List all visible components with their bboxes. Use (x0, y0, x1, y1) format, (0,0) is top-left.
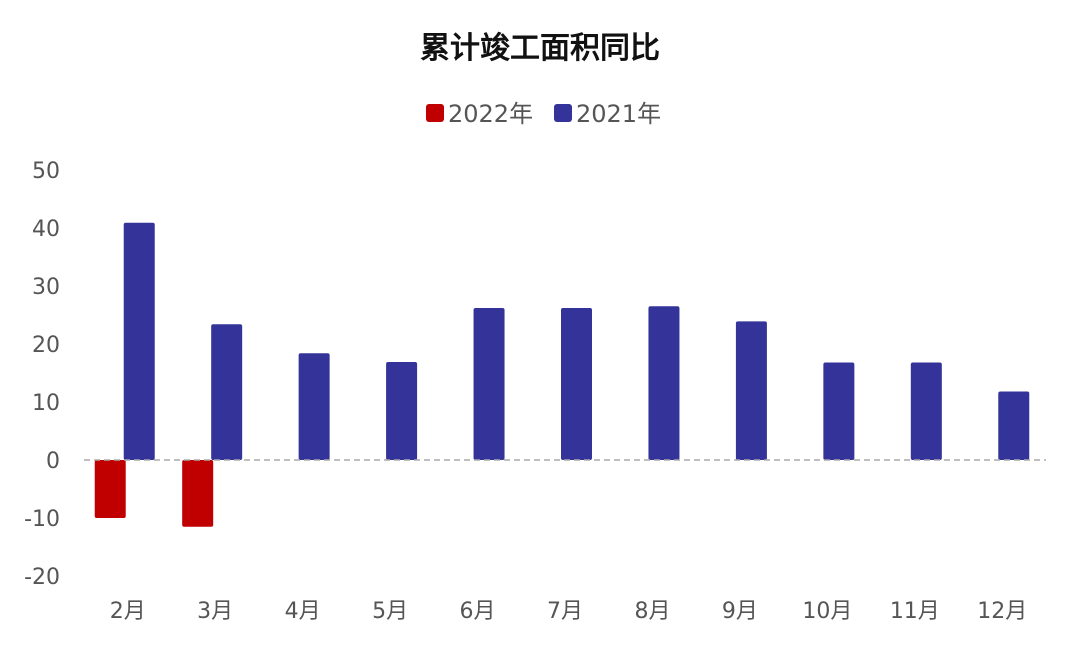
bar-2022年-2月 (94, 460, 126, 518)
x-tick-label: 6月 (460, 599, 496, 624)
x-tick-label: 7月 (547, 599, 583, 624)
chart-title: 累计竣工面积同比 (420, 31, 660, 66)
bar-2021年-6月 (473, 308, 505, 460)
bar-2021年-10月 (823, 362, 855, 460)
x-tick-label: 8月 (634, 599, 670, 624)
y-tick-label: -10 (24, 507, 60, 532)
legend-item-2022: 2022年 (426, 100, 533, 128)
y-tick-label: 10 (32, 391, 60, 416)
legend: 2022年 2021年 (426, 100, 661, 128)
legend-label-2022: 2022年 (448, 100, 533, 128)
bar-2021年-11月 (910, 362, 942, 460)
x-tick-label: 9月 (722, 599, 758, 624)
y-tick-label: 0 (46, 449, 60, 474)
bar-2021年-8月 (648, 306, 680, 460)
bar-2021年-9月 (735, 321, 767, 460)
y-axis: 50 40 30 20 10 0 -10 -20 (24, 159, 60, 590)
bar-2021年-3月 (211, 324, 243, 460)
legend-item-2021: 2021年 (554, 100, 661, 128)
x-tick-label: 11月 (890, 599, 940, 624)
bar-2021年-12月 (998, 391, 1030, 460)
legend-swatch-2021 (554, 104, 572, 122)
bar-2021年-5月 (386, 361, 418, 460)
x-tick-label: 3月 (197, 599, 233, 624)
bar-2022年-3月 (182, 460, 214, 527)
y-tick-label: 30 (32, 275, 60, 300)
y-tick-label: 20 (32, 333, 60, 358)
x-tick-label: 10月 (802, 599, 852, 624)
y-tick-label: 50 (32, 159, 60, 184)
y-tick-label: 40 (32, 217, 60, 242)
x-tick-label: 4月 (285, 599, 321, 624)
legend-swatch-2022 (426, 104, 444, 122)
x-tick-label: 2月 (110, 599, 146, 624)
legend-label-2021: 2021年 (576, 100, 661, 128)
bars (94, 222, 1030, 527)
y-tick-label: -20 (24, 565, 60, 590)
x-tick-label: 12月 (977, 599, 1027, 624)
bar-2021年-4月 (298, 353, 330, 460)
bar-2021年-2月 (123, 222, 155, 460)
bar-2021年-7月 (561, 308, 592, 460)
x-tick-label: 5月 (372, 599, 408, 624)
x-axis: 2月 3月 4月 5月 6月 7月 8月 9月 10月 11月 12月 (110, 599, 1028, 624)
